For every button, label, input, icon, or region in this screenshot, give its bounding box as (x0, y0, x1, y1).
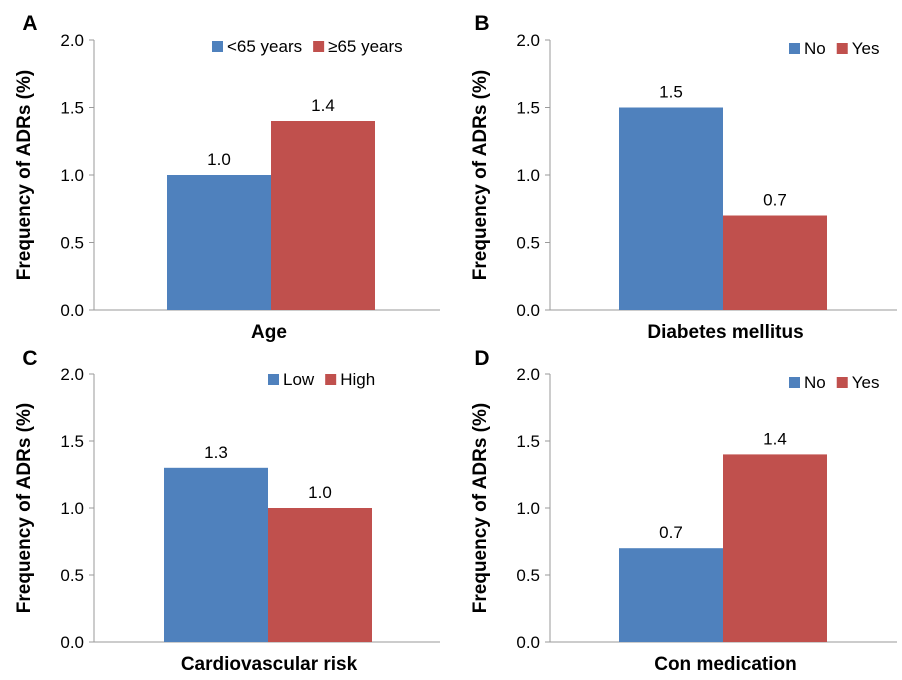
bar-series-1 (619, 548, 723, 642)
data-label: 1.0 (207, 150, 231, 169)
y-tick-label: 1.5 (60, 432, 84, 451)
x-axis-label: Diabetes mellitus (647, 322, 803, 343)
x-axis-label: Cardiovascular risk (181, 654, 358, 675)
bar-series-2 (723, 454, 827, 642)
panel-label: A (22, 12, 37, 35)
data-label: 0.7 (763, 191, 787, 210)
legend-label: Yes (852, 373, 880, 392)
bar-series-2 (268, 508, 372, 642)
legend-label: High (340, 370, 375, 389)
data-label: 1.3 (204, 443, 228, 462)
y-tick-label: 1.5 (516, 99, 540, 118)
y-tick-label: 0.5 (60, 566, 84, 585)
legend-swatch (212, 41, 223, 52)
legend-swatch (325, 374, 337, 385)
legend-swatch (789, 377, 800, 388)
y-tick-label: 1.5 (60, 99, 84, 118)
y-tick-label: 0.0 (60, 633, 84, 652)
data-label: 1.4 (763, 429, 787, 448)
data-label: 1.5 (659, 83, 683, 102)
y-tick-label: 1.0 (60, 499, 84, 518)
legend-swatch (836, 377, 848, 388)
data-label: 1.4 (311, 96, 335, 115)
x-axis-label: Con medication (654, 654, 797, 675)
bar-series-2 (271, 121, 375, 310)
y-axis-label: Frequency of ADRs (%) (14, 403, 35, 613)
y-tick-label: 0.5 (516, 566, 540, 585)
y-tick-label: 2.0 (516, 31, 540, 50)
y-tick-label: 0.0 (60, 301, 84, 320)
y-tick-label: 0.0 (516, 633, 540, 652)
y-axis-label: Frequency of ADRs (%) (14, 70, 35, 280)
legend-label: No (804, 39, 826, 58)
y-axis-label: Frequency of ADRs (%) (470, 403, 491, 613)
bar-series-1 (619, 107, 723, 310)
y-tick-label: 1.0 (516, 166, 540, 185)
y-tick-label: 1.5 (516, 432, 540, 451)
bar-series-2 (723, 215, 827, 310)
legend-label: <65 years (227, 37, 302, 56)
data-label: 1.0 (308, 483, 332, 502)
data-label: 0.7 (659, 523, 683, 542)
legend-label: Low (283, 370, 315, 389)
y-tick-label: 2.0 (60, 31, 84, 50)
y-tick-label: 0.0 (516, 301, 540, 320)
panel-label: B (474, 12, 489, 35)
legend-label: ≥65 years (328, 37, 403, 56)
legend-swatch (268, 374, 279, 385)
y-tick-label: 1.0 (60, 166, 84, 185)
bar-series-1 (164, 467, 268, 642)
legend-label: Yes (852, 39, 880, 58)
legend-swatch (789, 43, 800, 54)
legend-label: No (804, 373, 826, 392)
bar-series-1 (167, 175, 271, 310)
y-axis-label: Frequency of ADRs (%) (470, 70, 491, 280)
y-tick-label: 0.5 (516, 234, 540, 253)
legend-swatch (313, 41, 325, 52)
y-tick-label: 2.0 (516, 365, 540, 384)
panel-label: C (22, 347, 37, 370)
legend-swatch (836, 43, 848, 54)
x-axis-label: Age (251, 322, 287, 343)
y-tick-label: 2.0 (60, 365, 84, 384)
y-tick-label: 0.5 (60, 234, 84, 253)
y-tick-label: 1.0 (516, 499, 540, 518)
panel-label: D (474, 347, 489, 370)
